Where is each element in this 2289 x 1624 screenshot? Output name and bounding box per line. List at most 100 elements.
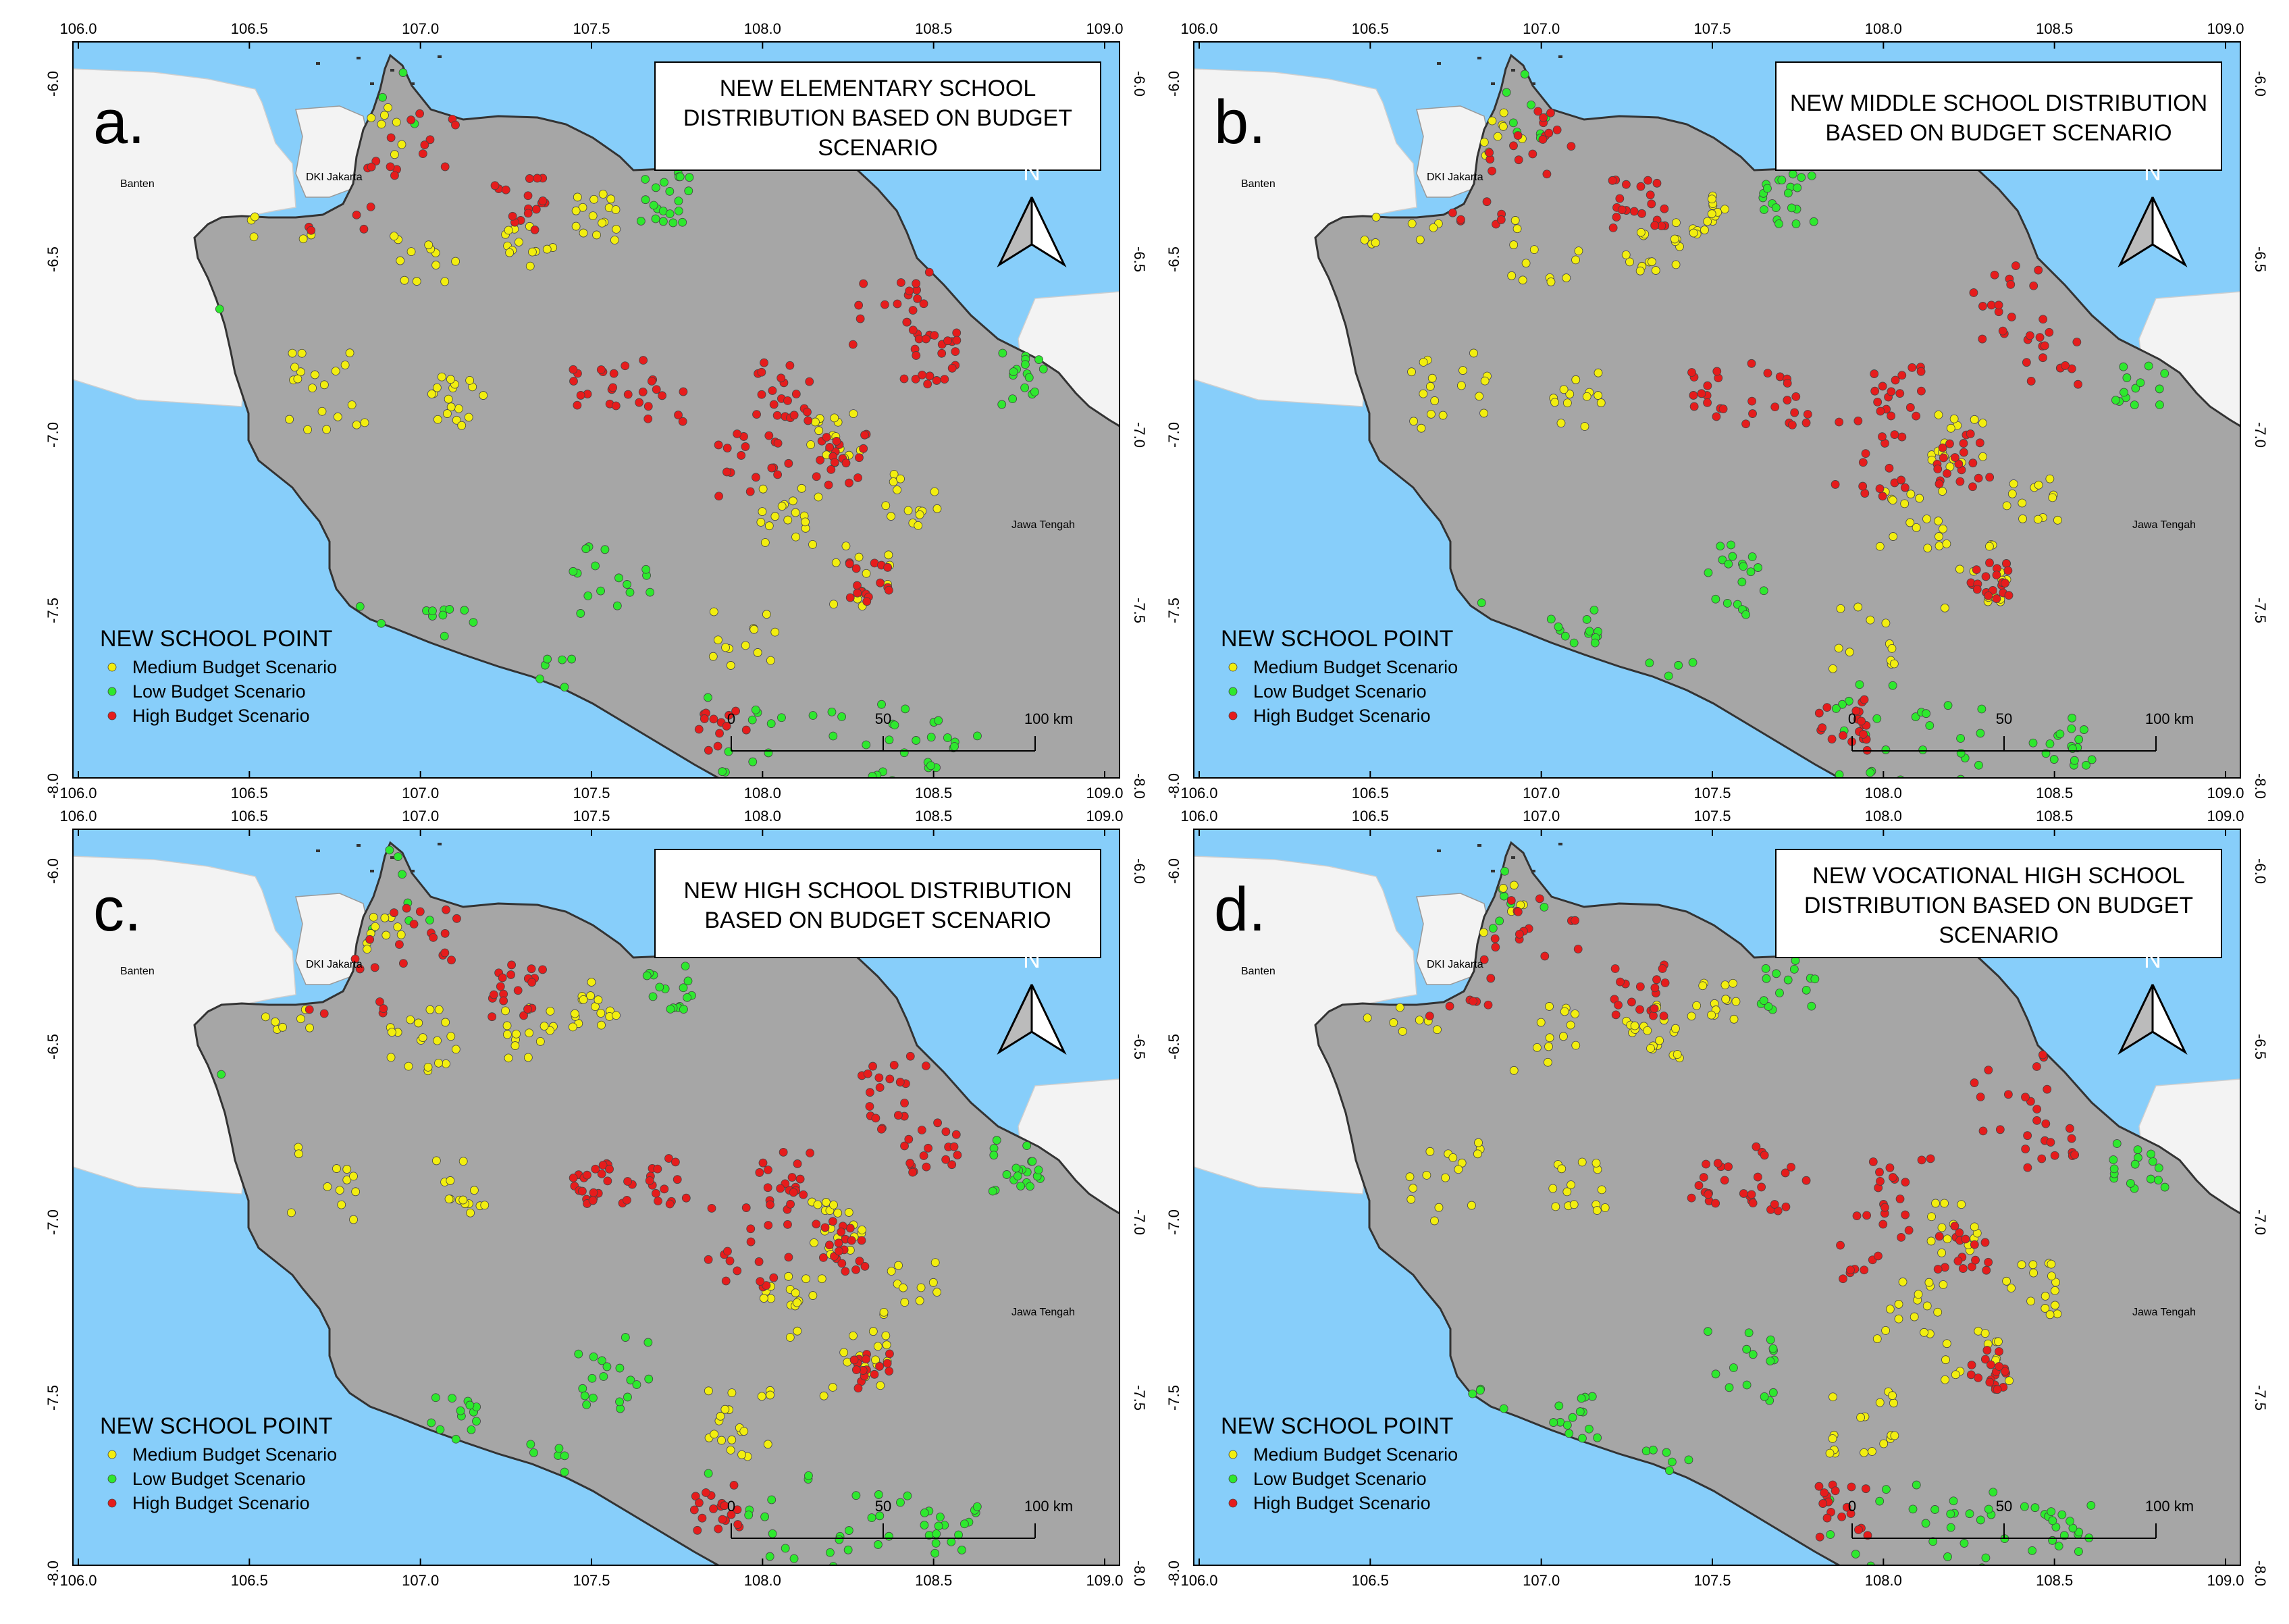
school-point-high <box>733 429 742 438</box>
school-point-medium <box>810 1238 818 1247</box>
school-point-medium <box>793 1326 802 1336</box>
school-point-medium <box>881 501 891 510</box>
school-point-medium <box>1720 205 1729 214</box>
school-point-high <box>849 1355 859 1365</box>
school-point-low <box>1943 1552 1952 1561</box>
school-point-high <box>2046 1138 2055 1147</box>
school-point-high <box>1985 473 1995 482</box>
school-point-medium <box>710 1430 719 1439</box>
school-point-low <box>704 1469 713 1478</box>
school-point-medium <box>930 1258 940 1267</box>
school-point-high <box>1917 386 1926 396</box>
school-point-high <box>1643 176 1652 185</box>
school-point-high <box>1748 1199 1758 1208</box>
school-point-high <box>893 1111 903 1120</box>
school-point-medium <box>2028 1260 2038 1269</box>
school-point-medium <box>1512 224 1522 234</box>
school-point-medium <box>308 384 317 393</box>
school-point-high <box>1887 387 1896 396</box>
school-point-low <box>621 1333 630 1342</box>
school-point-high <box>1608 223 1618 232</box>
school-point-high <box>1689 391 1698 400</box>
school-point-medium <box>446 402 456 412</box>
school-point-medium <box>540 1022 549 1030</box>
school-point-low <box>614 573 623 583</box>
school-point-high <box>1876 1176 1885 1186</box>
school-point-medium <box>887 512 895 521</box>
school-point-high <box>793 1159 802 1168</box>
school-point-high <box>1760 1151 1769 1160</box>
school-point-high <box>783 1220 792 1229</box>
school-point-high <box>1836 1240 1845 1250</box>
school-point-high <box>773 438 783 448</box>
legend-swatch-high <box>1228 1498 1238 1508</box>
school-point-high <box>1891 375 1900 385</box>
lat-tick-left: -7.5 <box>1165 1385 1182 1411</box>
school-point-high <box>1862 1211 1872 1220</box>
map-frame <box>1193 829 2241 1566</box>
school-point-low <box>2020 1502 2029 1511</box>
school-point-high <box>1783 396 1792 404</box>
school-point-high <box>597 1170 606 1178</box>
school-point-medium <box>1933 1307 1943 1317</box>
school-point-low <box>1520 70 1529 79</box>
school-point-high <box>1992 594 2001 603</box>
school-point-high <box>876 578 885 587</box>
school-point-high <box>1992 571 2001 579</box>
school-point-high <box>853 1384 863 1393</box>
school-point-high <box>851 1265 860 1274</box>
school-point-medium <box>1720 980 1730 990</box>
school-point-medium <box>2050 1286 2059 1295</box>
school-point-low <box>1741 610 1750 619</box>
school-point-high <box>2023 1131 2032 1141</box>
school-point-high <box>2006 280 2016 289</box>
school-point-medium <box>829 1200 838 1209</box>
school-point-high <box>905 286 914 296</box>
school-point-low <box>1020 383 1030 392</box>
school-point-low <box>428 606 437 616</box>
lon-tick-bottom: 109.0 <box>2207 1572 2244 1589</box>
school-point-low <box>2155 384 2164 394</box>
school-point-low <box>1970 781 1978 789</box>
school-point-medium <box>288 348 297 358</box>
lon-tick-top: 107.0 <box>1523 808 1560 824</box>
school-point-low <box>660 178 668 187</box>
school-point-high <box>1885 1163 1895 1172</box>
lon-tick-top: 106.0 <box>59 20 97 37</box>
school-point-medium <box>1371 238 1380 247</box>
school-point-medium <box>1591 1159 1601 1168</box>
lat-tick-left: -6.0 <box>45 71 61 97</box>
school-point-high <box>812 472 821 481</box>
scale-bar: 0 50 100 km <box>1848 710 2194 752</box>
school-point-medium <box>444 394 453 404</box>
school-point-low <box>1546 614 1556 624</box>
school-point-medium <box>716 1411 725 1421</box>
school-point-high <box>918 370 927 379</box>
school-point-low <box>1984 1504 1993 1514</box>
school-point-medium <box>1941 1355 1950 1365</box>
school-point-high <box>1622 180 1631 189</box>
school-point-high <box>307 226 316 235</box>
school-point-high <box>1513 908 1523 916</box>
school-point-high <box>1950 453 1959 462</box>
school-point-low <box>2109 1155 2118 1164</box>
school-point-high <box>862 597 872 606</box>
lon-tick-top: 109.0 <box>2207 808 2244 824</box>
lon-tick-top: 108.5 <box>2036 808 2073 824</box>
school-point-medium <box>868 1327 878 1336</box>
school-point-low <box>612 601 622 610</box>
school-point-medium <box>1828 1392 1837 1402</box>
school-point-medium <box>352 420 361 429</box>
lat-tick-right: -6.5 <box>2252 246 2269 272</box>
school-point-medium <box>571 206 581 215</box>
school-point-medium <box>1569 1200 1579 1209</box>
school-point-medium <box>1395 1003 1404 1012</box>
lon-tick-bottom: 109.0 <box>2207 785 2244 802</box>
school-point-high <box>784 459 793 468</box>
school-point-medium <box>1562 398 1572 408</box>
school-point-low <box>1810 974 1820 984</box>
school-point-high <box>1980 1238 1990 1247</box>
school-point-high <box>912 351 921 360</box>
school-point-medium <box>714 635 722 645</box>
school-point-high <box>658 391 667 400</box>
